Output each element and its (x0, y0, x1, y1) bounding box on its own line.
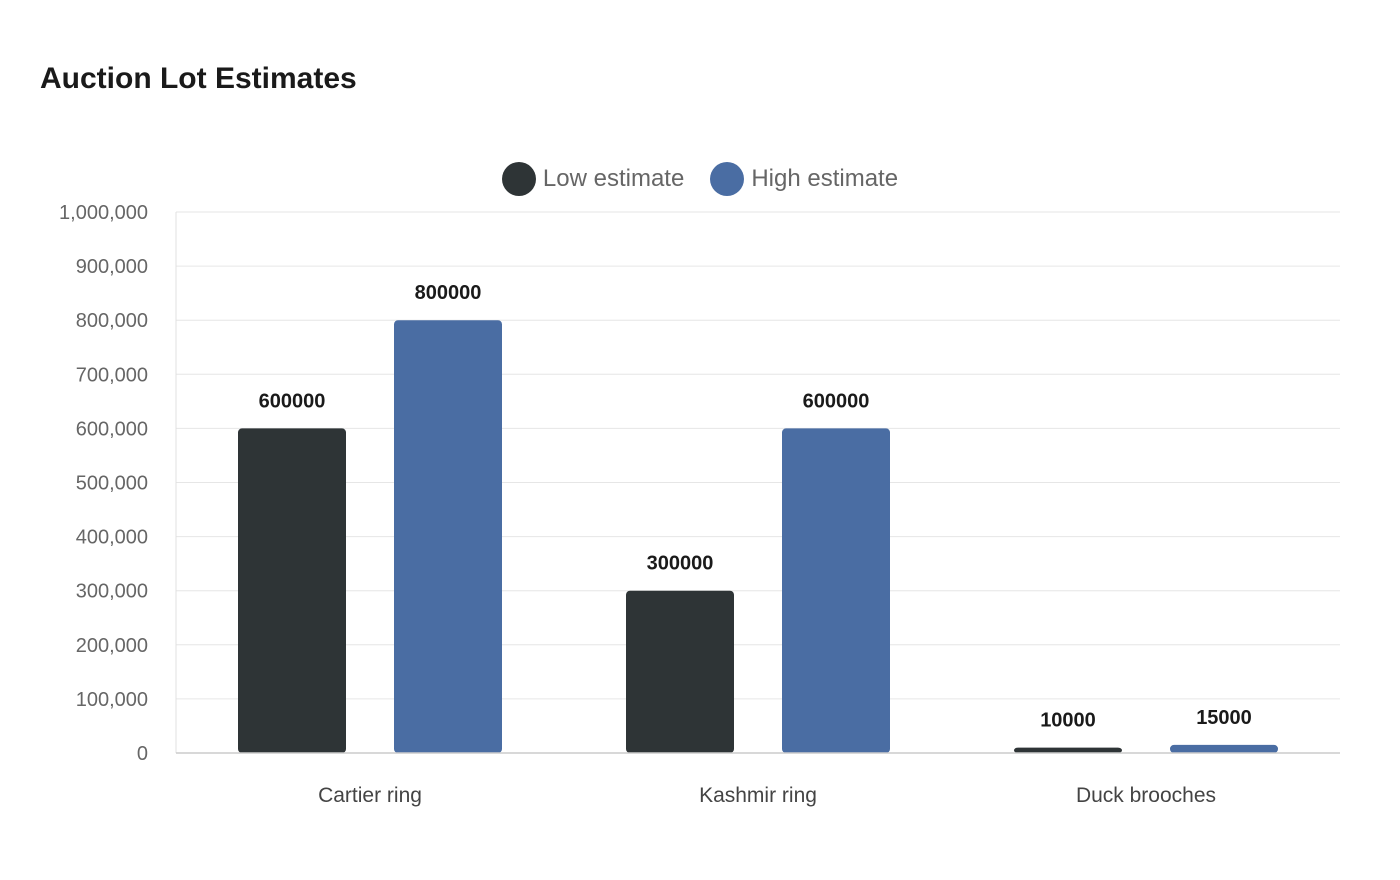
data-label-low-estimate-kashmir-ring: 300000 (647, 553, 714, 575)
y-tick-label: 800,000 (76, 310, 148, 332)
legend-swatch-low-estimate (501, 162, 536, 196)
x-tick-label-kashmir-ring: Kashmir ring (699, 784, 817, 807)
y-tick-label: 0 (137, 743, 148, 765)
chart-title: Auction Lot Estimates (40, 62, 357, 95)
legend-label-high-estimate: High estimate (751, 165, 899, 192)
bar-high-estimate-duck-brooches[interactable] (1170, 744, 1278, 753)
legend-item-low-estimate[interactable]: Low estimate (501, 162, 685, 196)
data-label-high-estimate-cartier-ring: 800000 (415, 282, 482, 304)
legend-item-high-estimate[interactable]: High estimate (710, 162, 898, 196)
legend-swatch-high-estimate (710, 162, 745, 196)
bar-low-estimate-cartier-ring[interactable] (238, 428, 346, 753)
y-tick-label: 400,000 (76, 527, 148, 549)
data-label-low-estimate-cartier-ring: 600000 (259, 390, 326, 412)
y-tick-label: 100,000 (76, 689, 148, 711)
bar-low-estimate-kashmir-ring[interactable] (626, 590, 734, 753)
y-tick-label: 200,000 (76, 635, 148, 657)
y-tick-label: 300,000 (76, 581, 148, 603)
y-tick-label: 500,000 (76, 473, 148, 495)
y-tick-label: 600,000 (76, 418, 148, 440)
data-label-high-estimate-kashmir-ring: 600000 (803, 390, 870, 412)
chart-legend: Low estimate High estimate (0, 162, 1400, 196)
y-tick-label: 900,000 (76, 256, 148, 278)
bar-low-estimate-duck-brooches[interactable] (1014, 747, 1122, 753)
data-label-high-estimate-duck-brooches: 15000 (1196, 707, 1252, 729)
x-tick-label-duck-brooches: Duck brooches (1076, 784, 1216, 807)
data-label-low-estimate-duck-brooches: 10000 (1040, 710, 1096, 732)
legend-label-low-estimate: Low estimate (542, 165, 685, 192)
bar-high-estimate-kashmir-ring[interactable] (782, 428, 890, 753)
y-tick-label: 700,000 (76, 364, 148, 386)
x-tick-label-cartier-ring: Cartier ring (318, 784, 422, 807)
bar-high-estimate-cartier-ring[interactable] (394, 320, 502, 753)
y-tick-label: 1,000,000 (59, 202, 148, 224)
